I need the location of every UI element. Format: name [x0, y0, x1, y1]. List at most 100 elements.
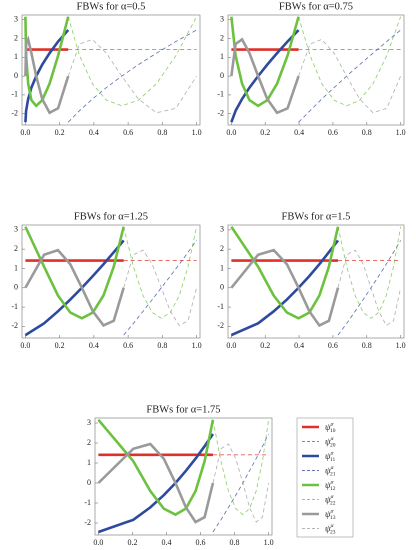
y-tick-label: 3	[14, 15, 18, 24]
plot-frame	[21, 224, 201, 339]
y-tick-label: 1	[220, 263, 224, 272]
x-tick-label: 0.8	[230, 538, 240, 547]
y-tick-label: -2	[217, 109, 224, 118]
series-line	[123, 226, 197, 319]
legend-label: ψα 10	[325, 422, 336, 435]
y-tick-label: 0	[220, 71, 224, 80]
legend-sub: 10	[330, 428, 336, 434]
subplot: FBWs for α=1.75 0.0 0.2 0.4 0.6 0.8 1.0 -2 -1 0 1 2…	[84, 404, 273, 546]
series-line	[298, 38, 401, 114]
x-tick-label: 0.6	[123, 128, 133, 137]
series-line	[337, 249, 402, 327]
legend-symbol: ψ	[325, 466, 331, 476]
x-tick-label: 0.4	[294, 341, 304, 350]
x-tick-label: 0.2	[55, 128, 65, 137]
legend-sub: 20	[330, 443, 336, 449]
legend-sub: 21	[330, 472, 336, 478]
plot-frame	[227, 224, 405, 339]
legend-sup: α	[331, 480, 334, 486]
series-line	[97, 418, 215, 517]
x-tick-label: 0.0	[226, 128, 236, 137]
legend-label: ψα 20	[325, 436, 336, 449]
x-tick-label: 1.0	[396, 341, 406, 350]
x-tick-label: 0.8	[157, 341, 167, 350]
y-tick-label: -2	[11, 109, 18, 118]
legend-symbol: ψ	[325, 437, 331, 447]
x-tick-label: 0.2	[55, 341, 65, 350]
series-line	[337, 226, 402, 319]
series-line	[97, 442, 215, 524]
series-line	[337, 240, 401, 336]
plot-frame	[227, 14, 405, 126]
y-tick-label: 3	[14, 225, 18, 234]
y-tick-label: 3	[220, 15, 224, 24]
y-tick-label: -1	[217, 90, 224, 99]
x-tick-label: 0.6	[328, 128, 338, 137]
series-line	[24, 248, 125, 328]
legend-sub: 12	[330, 486, 336, 492]
chart-title: FBWs for α=1.75	[146, 404, 220, 415]
legend-sup: α	[331, 523, 334, 529]
series-line	[24, 226, 125, 320]
x-tick-label: 0.4	[161, 538, 171, 547]
legend-label: ψα 13	[325, 509, 336, 522]
y-tick-label: 2	[220, 33, 224, 42]
series-line	[212, 419, 269, 516]
plot-area	[24, 226, 197, 337]
legend-symbol: ψ	[325, 480, 331, 490]
legend-label: ψα 23	[325, 523, 336, 536]
series-line	[230, 248, 340, 328]
series-line	[67, 38, 197, 114]
x-tick-label: 0.0	[20, 341, 30, 350]
legend-symbol: ψ	[325, 509, 331, 519]
series-line	[230, 226, 340, 320]
series-line	[67, 16, 197, 107]
legend-sup: α	[331, 465, 334, 471]
x-tick-label: 0.8	[362, 128, 372, 137]
y-tick-label: -1	[84, 498, 91, 507]
y-tick-label: 2	[14, 33, 18, 42]
y-tick-label: 2	[87, 438, 91, 447]
x-tick-label: 1.0	[192, 341, 202, 350]
plot-area	[230, 16, 401, 123]
y-tick-label: 2	[220, 244, 224, 253]
x-tick-label: 1.0	[192, 128, 202, 137]
series-line	[298, 16, 401, 107]
legend-label: ψα 22	[325, 494, 336, 507]
y-tick-label: -2	[11, 321, 18, 330]
series-line	[123, 249, 197, 326]
x-tick-label: 0.2	[260, 128, 270, 137]
x-tick-label: 0.0	[226, 341, 236, 350]
chart-title: FBWs for α=0.75	[279, 1, 353, 12]
y-tick-label: -1	[217, 302, 224, 311]
legend-sub: 23	[330, 530, 336, 536]
plot-frame	[94, 417, 273, 536]
y-tick-label: 3	[220, 225, 224, 234]
y-tick-label: 1	[220, 52, 224, 61]
legend-sup: α	[331, 422, 334, 428]
plot-frame	[21, 14, 201, 126]
y-tick-label: 1	[14, 263, 18, 272]
y-tick-label: -1	[11, 302, 18, 311]
legend-sub: 11	[330, 457, 336, 463]
x-tick-label: 0.6	[123, 341, 133, 350]
legend-sub: 13	[330, 515, 336, 521]
x-tick-label: 0.6	[328, 341, 338, 350]
x-tick-label: 0.2	[260, 341, 270, 350]
plot-area	[24, 16, 197, 123]
y-tick-label: 3	[87, 418, 91, 427]
x-tick-label: 1.0	[396, 128, 406, 137]
legend-sub: 22	[330, 501, 336, 507]
y-tick-label: -1	[11, 90, 18, 99]
y-tick-label: 0	[220, 283, 224, 292]
chart-title: FBWs for α=1.5	[282, 211, 351, 222]
x-tick-label: 0.4	[89, 128, 99, 137]
y-tick-label: -2	[84, 518, 91, 527]
legend-sup: α	[331, 436, 334, 442]
series-line	[24, 35, 70, 115]
series-line	[67, 29, 197, 123]
legend-label: ψα 11	[325, 451, 336, 464]
legend-label: ψα 21	[325, 465, 336, 478]
